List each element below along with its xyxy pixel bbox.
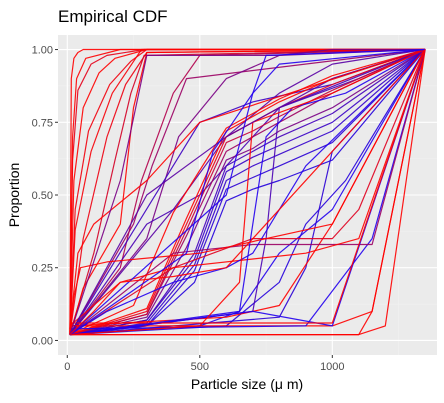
ecdf-curve-49	[69, 49, 426, 336]
ecdf-curve-43	[69, 48, 426, 329]
ecdf-curves	[69, 48, 426, 336]
ecdf-curve-16	[69, 49, 426, 336]
y-axis: 0.00 0.25 0.50 0.75 1.00	[32, 45, 58, 347]
ecdf-curve-48	[69, 48, 426, 336]
y-tick-label: 0.25	[32, 263, 53, 275]
ecdf-curve-14	[69, 49, 426, 336]
ecdf-curve-41	[69, 48, 426, 336]
ecdf-curve-18	[69, 49, 426, 336]
y-tick-label: 0.75	[32, 117, 53, 129]
ecdf-curve-32	[69, 49, 426, 327]
ecdf-curve-42	[69, 48, 426, 335]
y-tick-label: 0.00	[32, 335, 53, 347]
x-tick-label: 0	[64, 361, 70, 373]
ecdf-curve-39	[69, 49, 426, 324]
ecdf-curve-8	[69, 48, 426, 335]
y-tick-label: 1.00	[32, 45, 53, 57]
ecdf-curve-44	[69, 49, 426, 335]
ecdf-curve-11	[69, 48, 426, 335]
ecdf-curve-46	[69, 48, 426, 335]
ecdf-curve-19	[69, 48, 426, 336]
ecdf-curve-40	[69, 48, 426, 336]
ecdf-curve-21	[69, 48, 426, 336]
ecdf-curve-33	[69, 49, 426, 330]
ecdf-curve-5	[69, 48, 426, 335]
ecdf-curve-4	[69, 48, 426, 335]
ecdf-curve-15	[69, 49, 426, 336]
ecdf-curve-24	[69, 48, 426, 336]
x-axis-title: Particle size (μ m)	[191, 376, 303, 392]
y-tick-label: 0.50	[32, 190, 53, 202]
x-tick-label: 1000	[320, 361, 344, 373]
y-axis-title: Proportion	[6, 163, 22, 228]
ecdf-curve-34	[69, 49, 426, 336]
ecdf-curve-37	[69, 49, 426, 336]
x-axis: 0 500 1000	[64, 355, 345, 373]
ecdf-curve-45	[69, 48, 426, 335]
x-tick-label: 500	[191, 361, 209, 373]
chart-title: Empirical CDF	[58, 7, 168, 26]
